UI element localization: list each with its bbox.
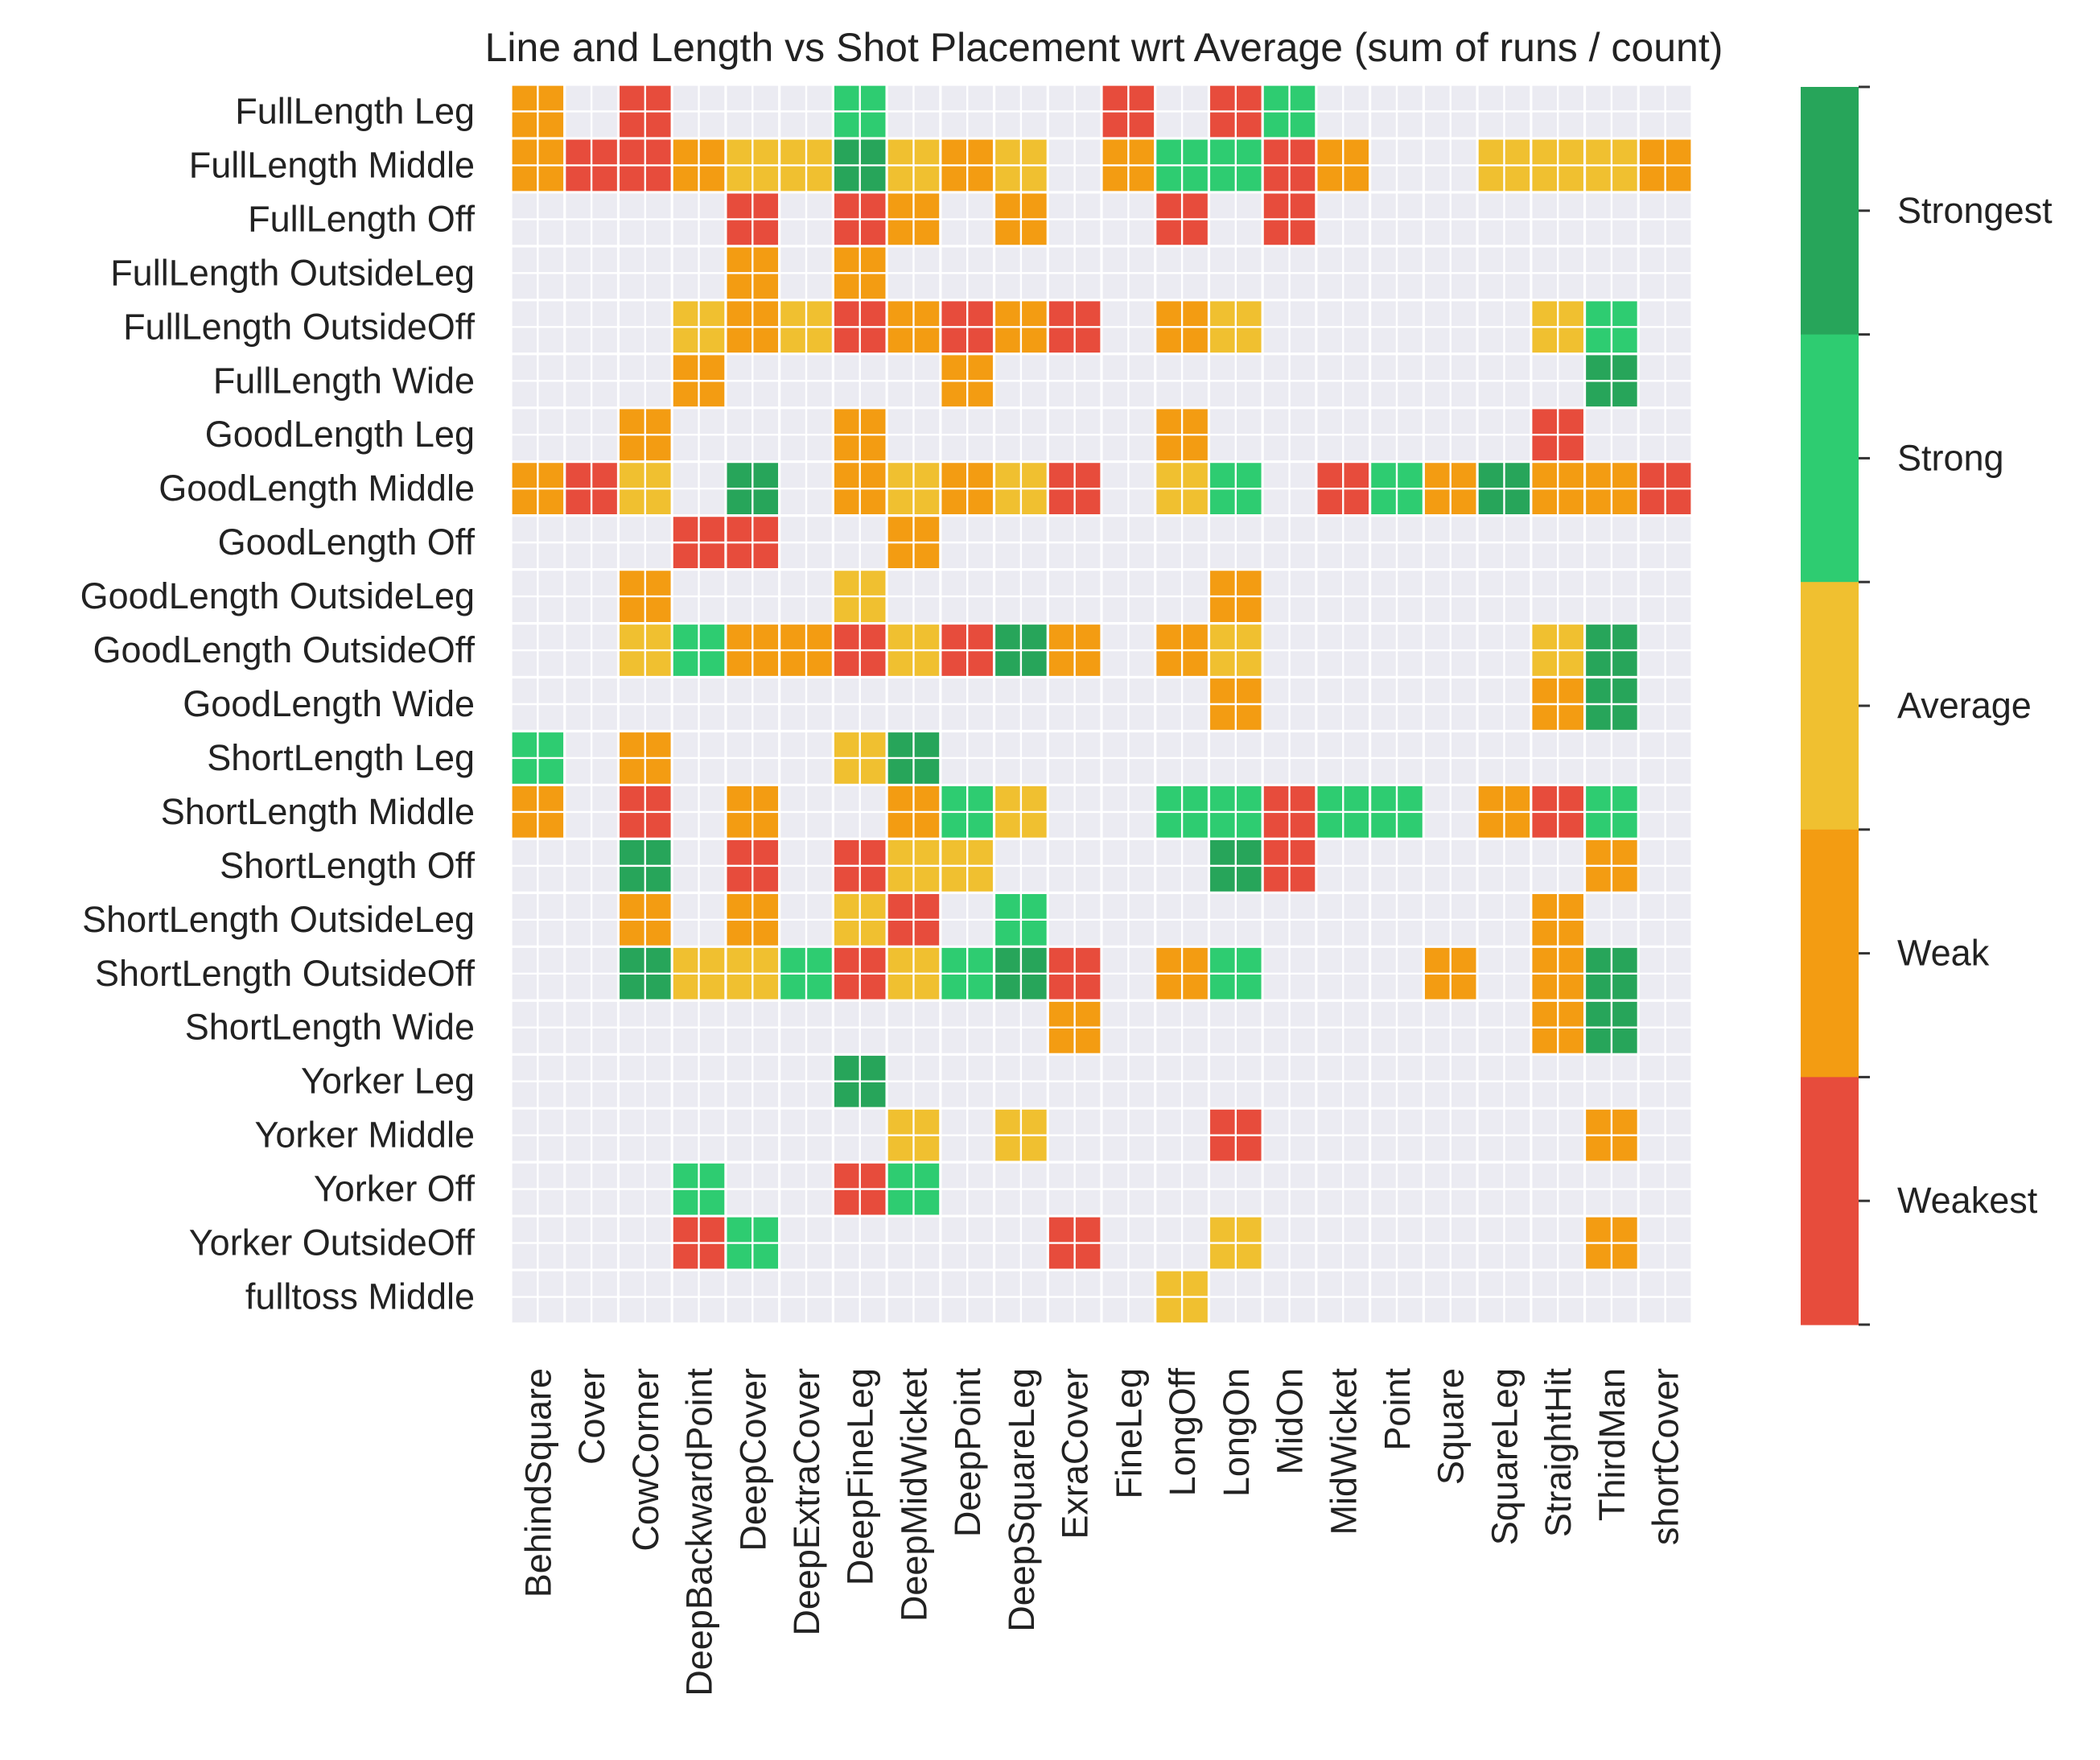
x-tick-label: Square <box>1431 1368 1472 1485</box>
plot-area <box>509 83 1694 1325</box>
y-tick-label: FullLength OutsideOff <box>123 306 475 347</box>
y-tick-label: ShortLength Wide <box>185 1007 475 1048</box>
y-tick-label: Yorker Off <box>314 1169 476 1210</box>
y-tick-label: FullLength Leg <box>235 90 475 131</box>
x-tick-label: StraightHit <box>1538 1368 1579 1538</box>
x-tick-label: DeepBackwardPoint <box>679 1368 720 1696</box>
y-tick-label: FullLength Middle <box>189 144 475 185</box>
colorbar-label: Strongest <box>1897 190 2053 231</box>
x-tick-label: LongOn <box>1216 1368 1257 1497</box>
x-tick-label: DeepFineLeg <box>840 1368 881 1585</box>
x-tick-label: DeepCover <box>732 1368 773 1552</box>
colorbar-segment <box>1801 334 1859 583</box>
y-tick-label: FullLength Off <box>248 198 475 239</box>
x-tick-label: DeepExtraCover <box>786 1368 827 1636</box>
x-tick-label: Point <box>1377 1368 1418 1451</box>
colorbar-label: Average <box>1897 685 2032 726</box>
colorbar: Strongest Strong Average Weak Weakest <box>1801 85 2053 1326</box>
colorbar-label: Strong <box>1897 437 2004 478</box>
y-tick-label: GoodLength Wide <box>183 683 475 724</box>
y-tick-label: ShortLength OutsideLeg <box>82 899 475 940</box>
x-tick-label: shortCover <box>1645 1368 1686 1545</box>
x-tick-label: MidWicket <box>1323 1368 1364 1535</box>
y-tick-label: FullLength Wide <box>213 360 475 401</box>
y-tick-label: Yorker OutsideOff <box>189 1222 476 1263</box>
x-tick-label: LongOff <box>1162 1368 1203 1497</box>
y-tick-label: ShortLength Leg <box>207 737 475 778</box>
y-tick-label: GoodLength Off <box>218 521 476 563</box>
y-tick-label: GoodLength OutsideLeg <box>80 575 475 616</box>
y-tick-label: GoodLength OutsideOff <box>93 629 476 670</box>
x-tick-labels: BehindSquare Cover CowCorner DeepBackwardPo… <box>517 1368 1686 1696</box>
chart-title: Line and Length vs Shot Placement wrt Av… <box>485 25 1723 70</box>
y-tick-label: fulltoss Middle <box>245 1276 475 1317</box>
x-tick-label: CowCorner <box>625 1368 666 1552</box>
colorbar-label: Weak <box>1897 933 1990 974</box>
y-tick-label: GoodLength Middle <box>159 468 475 509</box>
grid-lines <box>509 83 1694 1325</box>
x-tick-label: DeepPoint <box>947 1368 988 1538</box>
colorbar-segment <box>1801 1077 1859 1325</box>
colorbar-segment <box>1801 87 1859 336</box>
x-tick-label: SquareLeg <box>1484 1368 1525 1545</box>
x-tick-label: MidOn <box>1270 1368 1311 1475</box>
x-tick-label: DeepSquareLeg <box>1001 1368 1042 1632</box>
x-tick-label: BehindSquare <box>517 1368 558 1597</box>
x-tick-label: ThirdMan <box>1591 1368 1633 1521</box>
colorbar-segment <box>1801 582 1859 831</box>
y-tick-label: ShortLength OutsideOff <box>95 953 475 994</box>
y-tick-label: GoodLength Leg <box>205 414 475 455</box>
y-tick-label: ShortLength Off <box>220 845 475 886</box>
y-tick-label: Yorker Middle <box>255 1115 475 1156</box>
x-tick-label: FineLeg <box>1108 1368 1149 1499</box>
y-tick-label: FullLength OutsideLeg <box>110 252 475 293</box>
x-tick-label: Cover <box>571 1368 612 1465</box>
colorbar-label: Weakest <box>1897 1180 2038 1221</box>
y-tick-labels: FullLength Leg FullLength Middle FullLengt… <box>80 90 476 1317</box>
x-tick-label: DeepMidWicket <box>893 1368 934 1622</box>
x-tick-label: ExraCover <box>1055 1368 1096 1539</box>
y-tick-label: Yorker Leg <box>301 1061 475 1102</box>
y-tick-label: ShortLength Middle <box>161 791 475 832</box>
colorbar-segment <box>1801 829 1859 1078</box>
